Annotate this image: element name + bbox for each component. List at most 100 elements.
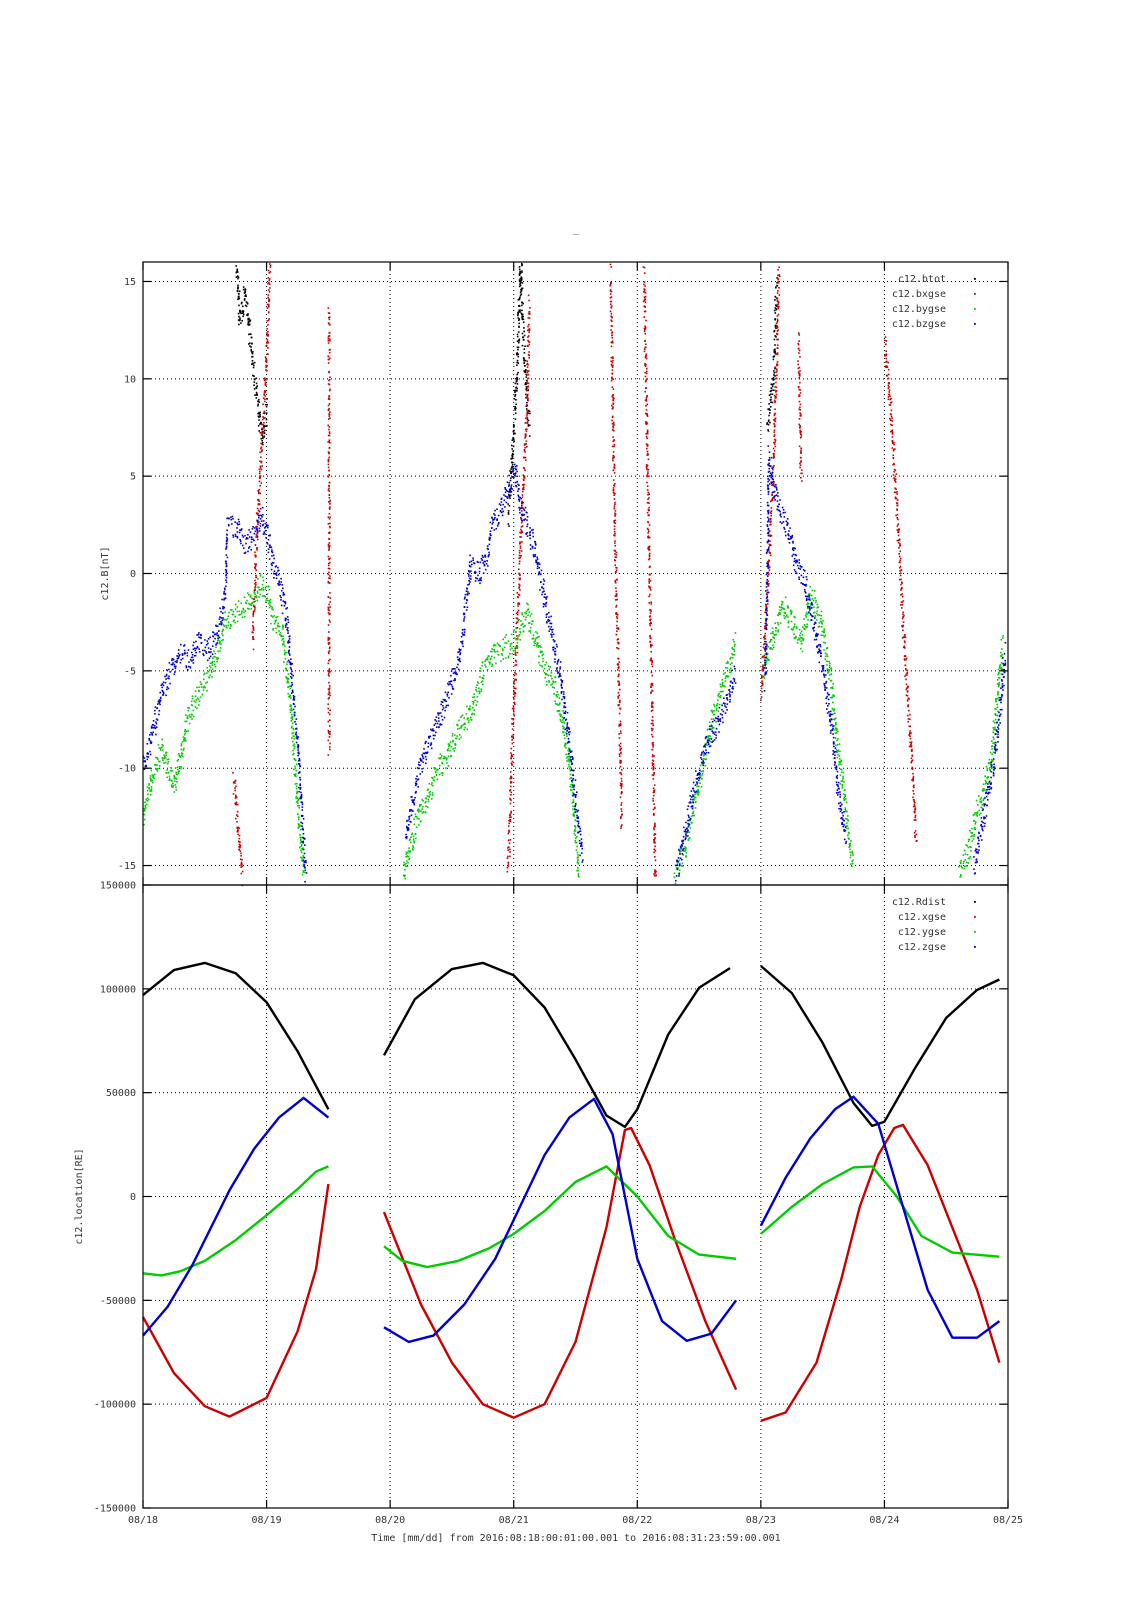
- data-point: [278, 581, 280, 583]
- data-point: [795, 635, 797, 638]
- data-point: [797, 348, 800, 350]
- data-point: [776, 344, 779, 346]
- data-point: [143, 757, 146, 759]
- data-point: [905, 694, 908, 697]
- data-point: [906, 671, 909, 674]
- data-point: [328, 675, 330, 677]
- data-point: [576, 861, 579, 864]
- data-point: [1001, 648, 1003, 650]
- data-point: [267, 602, 270, 605]
- data-point: [906, 699, 909, 702]
- data-point: [328, 659, 330, 662]
- data-point: [234, 779, 237, 782]
- data-point: [995, 700, 997, 703]
- data-point: [195, 640, 197, 643]
- data-point: [652, 765, 655, 768]
- data-point: [475, 704, 478, 706]
- data-point: [682, 865, 684, 867]
- data-point: [894, 448, 896, 450]
- data-point: [521, 332, 524, 335]
- data-point: [514, 409, 517, 411]
- data-point: [967, 857, 970, 860]
- data-point: [237, 288, 239, 290]
- data-point: [156, 719, 159, 721]
- data-point: [517, 317, 520, 319]
- data-point: [473, 713, 476, 715]
- data-point: [251, 631, 253, 633]
- data-point: [236, 826, 239, 829]
- data-point: [233, 781, 235, 783]
- data-point: [460, 736, 462, 739]
- data-point: [844, 794, 846, 796]
- data-point: [527, 608, 530, 610]
- data-point: [617, 657, 619, 660]
- data-point: [292, 728, 295, 731]
- data-point: [238, 846, 240, 848]
- data-point: [520, 281, 522, 283]
- data-point: [901, 582, 903, 585]
- data-point: [816, 619, 818, 621]
- data-point: [511, 742, 514, 745]
- data-point: [994, 726, 996, 729]
- data-point: [256, 590, 259, 593]
- data-point: [774, 401, 776, 404]
- data-point: [621, 814, 623, 816]
- data-point: [291, 732, 293, 735]
- data-point: [888, 393, 891, 396]
- data-point: [802, 638, 805, 640]
- series-c12.bygse: [143, 573, 1004, 885]
- data-point: [407, 855, 410, 858]
- data-point: [179, 661, 182, 664]
- data-point: [817, 614, 819, 616]
- data-point: [652, 794, 655, 797]
- data-point: [287, 621, 290, 624]
- data-point: [989, 762, 991, 764]
- data-point: [612, 427, 615, 429]
- data-point: [329, 742, 331, 745]
- data-point: [554, 700, 556, 702]
- data-point: [286, 607, 288, 609]
- data-point: [161, 683, 164, 685]
- data-point: [967, 840, 970, 843]
- data-point: [237, 312, 240, 315]
- data-point: [908, 745, 911, 748]
- data-point: [518, 274, 521, 276]
- data-point: [805, 611, 808, 614]
- data-point: [960, 865, 962, 867]
- data-point: [247, 313, 249, 315]
- data-point: [525, 386, 528, 388]
- data-point: [614, 510, 617, 512]
- data-point: [525, 417, 527, 419]
- data-point: [773, 435, 775, 437]
- data-point: [516, 383, 519, 385]
- data-point: [152, 724, 155, 726]
- data-point: [196, 646, 199, 649]
- data-point: [404, 865, 407, 867]
- data-point: [778, 287, 780, 289]
- data-point: [327, 418, 330, 420]
- data-point: [518, 554, 521, 557]
- data-point: [258, 514, 260, 517]
- data-point: [516, 637, 519, 639]
- data-point: [172, 662, 174, 664]
- data-point: [768, 414, 770, 417]
- data-point: [996, 697, 998, 700]
- data-point: [645, 396, 648, 399]
- data-point: [267, 289, 270, 291]
- data-point: [185, 714, 187, 716]
- data-point: [799, 437, 802, 439]
- data-point: [292, 749, 294, 752]
- data-point: [268, 318, 270, 320]
- data-point: [260, 514, 263, 517]
- data-point: [651, 663, 653, 665]
- data-point: [520, 536, 522, 538]
- data-point: [832, 708, 834, 711]
- data-point: [772, 632, 774, 635]
- data-point: [613, 505, 616, 507]
- data-point: [777, 290, 779, 292]
- data-point: [166, 688, 168, 691]
- data-point: [292, 722, 294, 725]
- data-point: [236, 290, 239, 292]
- data-point: [184, 732, 187, 734]
- data-point: [248, 602, 250, 605]
